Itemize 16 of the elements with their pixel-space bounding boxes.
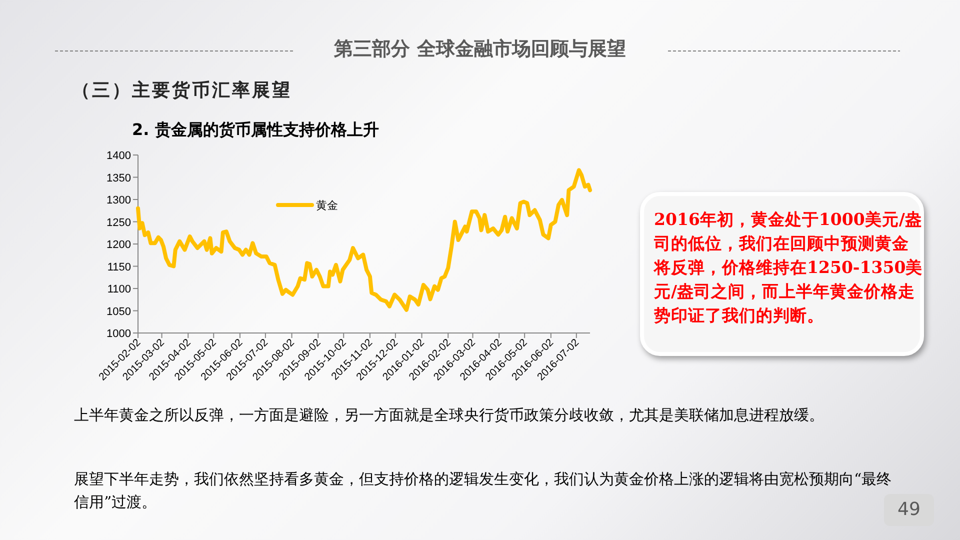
y-tick-label: 1200 <box>106 239 131 251</box>
chart-title: 2. 贵金属的货币属性支持价格上升 <box>132 120 379 139</box>
y-tick-label: 1000 <box>106 328 131 340</box>
y-tick-label: 1400 <box>106 150 131 162</box>
y-tick-label: 1050 <box>106 306 131 318</box>
text: 第三部分 全球金融市场回顾与展望 <box>333 37 627 62</box>
text: 49 <box>884 494 934 526</box>
text: （三）主要货币汇率展望 <box>72 79 292 102</box>
y-tick-label: 1100 <box>107 284 131 296</box>
text: 上半年黄金之所以反弹，一方面是避险，另一方面就是全球央行货币政策分歧收敛，尤其是美联储加息进程放缓。 <box>74 405 825 426</box>
legend-label: 黄金 <box>316 199 338 212</box>
y-tick-label: 1350 <box>106 172 131 184</box>
text: 2016年初，黄金处于1000美元/盎司的低位，我们在回顾中预测黄金将反弹，价格维持在1250-1350美元/盎司之间，而上半年黄金价格走势印证了我们的判断。 <box>654 209 924 327</box>
y-tick-label: 1300 <box>106 194 131 206</box>
y-tick-label: 1150 <box>107 261 131 274</box>
y-tick-label: 1250 <box>106 216 131 229</box>
